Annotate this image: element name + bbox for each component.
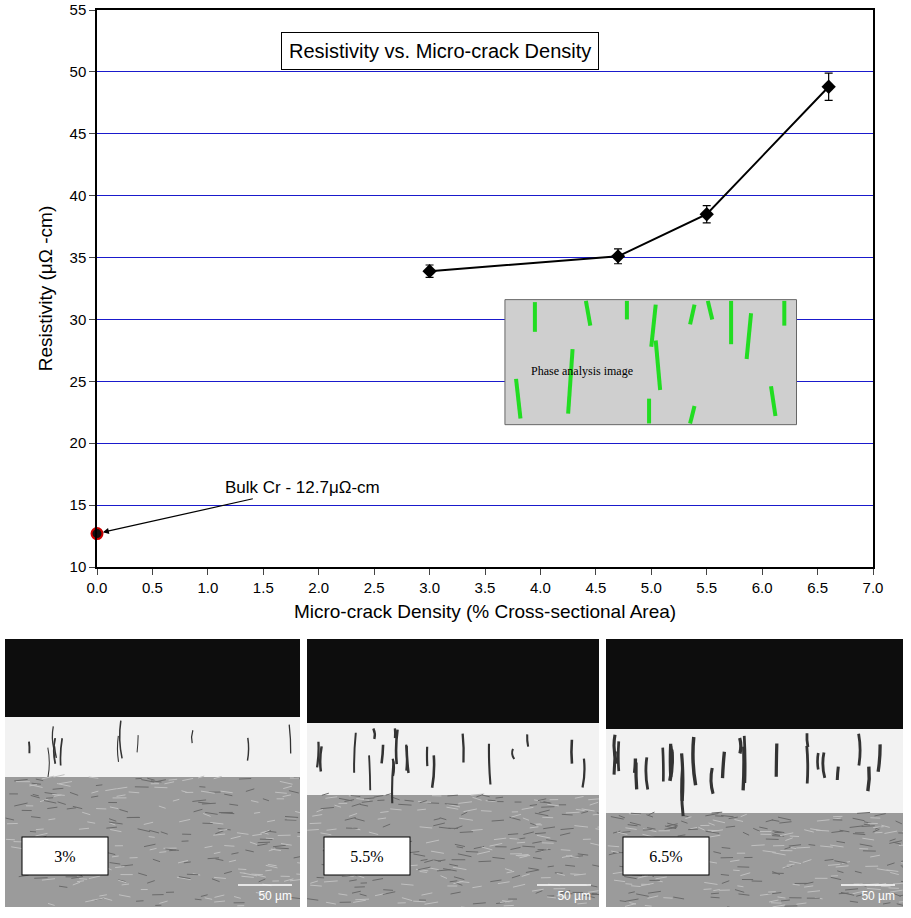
svg-text:15: 15 bbox=[70, 496, 87, 513]
svg-text:30: 30 bbox=[70, 311, 87, 328]
svg-text:3.5: 3.5 bbox=[475, 579, 496, 596]
svg-text:45: 45 bbox=[70, 125, 87, 142]
svg-text:25: 25 bbox=[70, 373, 87, 390]
svg-text:6.5: 6.5 bbox=[807, 579, 828, 596]
svg-text:6.0: 6.0 bbox=[752, 579, 773, 596]
svg-text:6.5%: 6.5% bbox=[649, 848, 682, 865]
svg-text:2.5: 2.5 bbox=[364, 579, 385, 596]
svg-text:0.0: 0.0 bbox=[87, 579, 108, 596]
svg-text:10: 10 bbox=[70, 558, 87, 575]
svg-text:50 µm: 50 µm bbox=[861, 889, 895, 903]
svg-text:Resistivity (μΩ -cm): Resistivity (μΩ -cm) bbox=[35, 206, 56, 372]
svg-text:Micro-crack Density (% Cross-s: Micro-crack Density (% Cross-sectional A… bbox=[294, 601, 676, 622]
svg-text:5.0: 5.0 bbox=[641, 579, 662, 596]
svg-text:3.0: 3.0 bbox=[419, 579, 440, 596]
svg-text:1.0: 1.0 bbox=[197, 579, 218, 596]
svg-text:50: 50 bbox=[70, 63, 87, 80]
svg-text:7.0: 7.0 bbox=[863, 579, 884, 596]
svg-text:20: 20 bbox=[70, 434, 87, 451]
svg-text:1.5: 1.5 bbox=[253, 579, 274, 596]
svg-text:3%: 3% bbox=[54, 848, 75, 865]
svg-text:5.5: 5.5 bbox=[696, 579, 717, 596]
svg-text:5.5%: 5.5% bbox=[350, 848, 383, 865]
svg-text:Phase analysis image: Phase analysis image bbox=[531, 364, 633, 378]
svg-text:40: 40 bbox=[70, 187, 87, 204]
svg-text:4.5: 4.5 bbox=[585, 579, 606, 596]
svg-text:Bulk Cr - 12.7μΩ-cm: Bulk Cr - 12.7μΩ-cm bbox=[225, 478, 380, 497]
svg-text:50 µm: 50 µm bbox=[557, 889, 591, 903]
svg-text:50 µm: 50 µm bbox=[258, 889, 292, 903]
svg-text:4.0: 4.0 bbox=[530, 579, 551, 596]
svg-text:2.0: 2.0 bbox=[308, 579, 329, 596]
svg-text:55: 55 bbox=[70, 1, 87, 18]
svg-text:35: 35 bbox=[70, 249, 87, 266]
svg-text:0.5: 0.5 bbox=[142, 579, 163, 596]
svg-text:Resistivity vs. Micro-crack De: Resistivity vs. Micro-crack Density bbox=[289, 40, 591, 62]
